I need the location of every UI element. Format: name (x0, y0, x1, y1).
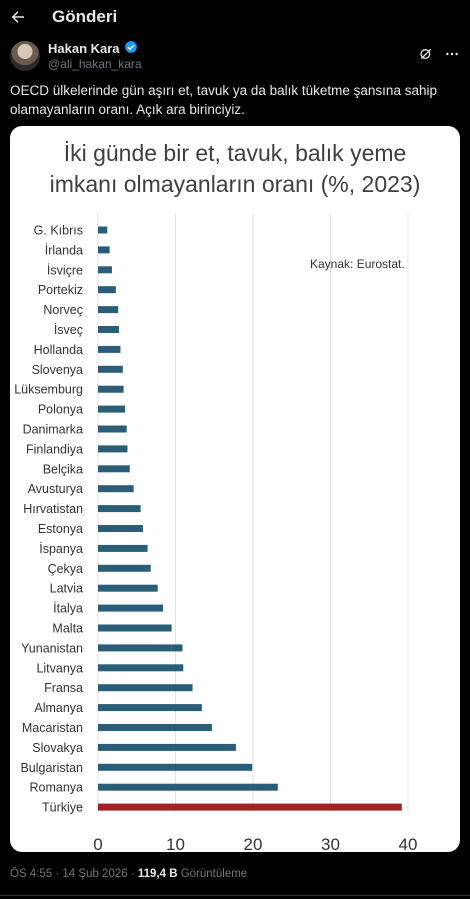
tweet-meta: ÖS 4:55 · 14 Şub 2026 · 119,4 B Görüntül… (10, 868, 247, 880)
category-label: Norveç (43, 303, 83, 317)
category-label: Hollanda (34, 343, 83, 357)
category-label: Latvia (50, 582, 83, 596)
category-label: Danimarka (23, 423, 83, 437)
bar (98, 624, 172, 632)
category-label: Çekya (48, 562, 83, 576)
category-label: İrlanda (45, 243, 83, 257)
bar (98, 445, 128, 453)
author-row: Hakan Kara @ali_hakan_kara (10, 39, 460, 73)
page-title: Gönderi (52, 7, 118, 26)
bar (98, 326, 119, 333)
x-tick-label: 20 (244, 835, 263, 852)
category-label: Litvanya (36, 661, 83, 675)
bar (98, 365, 123, 373)
category-label: Hırvatistan (23, 502, 83, 516)
category-label: Avusturya (28, 482, 83, 496)
bar (98, 246, 110, 254)
category-label: Lüksemburg (14, 383, 83, 397)
category-label: Polonya (38, 403, 83, 417)
author-name[interactable]: Hakan Kara (48, 41, 120, 56)
bar (98, 564, 151, 572)
bar (98, 286, 116, 294)
source-note: Kaynak: Eurostat. (310, 257, 405, 271)
grok-icon[interactable] (418, 46, 434, 67)
category-label: Fransa (44, 681, 83, 695)
back-arrow-icon[interactable] (8, 7, 28, 27)
category-label: Bulgaristan (20, 761, 83, 775)
bar (98, 485, 134, 493)
bar (98, 266, 112, 274)
chart-title: İki günde bir et, tavuk, balık yeme imka… (10, 138, 460, 200)
category-label: Portekiz (38, 283, 83, 297)
category-label: Yunanistan (21, 641, 83, 655)
x-tick-label: 30 (321, 835, 340, 852)
x-tick-label: 0 (93, 835, 102, 852)
bar (98, 684, 193, 692)
divider (0, 895, 470, 896)
bar (98, 584, 158, 592)
category-label: G. Kıbrıs (34, 224, 83, 238)
category-label: Belçika (43, 462, 83, 476)
bar (98, 783, 278, 791)
category-label: Türkiye (42, 801, 83, 815)
bar (98, 604, 164, 612)
category-label: Estonya (38, 522, 83, 536)
bar (98, 226, 108, 234)
bar (98, 385, 124, 393)
top-bar: Gönderi (0, 0, 470, 34)
category-label: Almanya (34, 701, 83, 715)
bar (98, 724, 212, 731)
bar (98, 704, 202, 712)
category-label: Slovakya (32, 741, 83, 755)
x-tick-label: 10 (166, 835, 185, 852)
verified-badge-icon (124, 40, 138, 57)
view-count: 119,4 B (137, 868, 178, 880)
category-label: İsviçre (47, 263, 83, 277)
category-label: Malta (52, 622, 83, 636)
chart-title-line2: imkanı olmayanların oranı (%, 2023) (49, 171, 421, 197)
bar (98, 664, 184, 672)
bar (98, 803, 402, 811)
bar (98, 405, 126, 413)
bar (98, 306, 119, 314)
bar (98, 345, 121, 353)
bar (98, 465, 130, 473)
chart-image[interactable]: İki günde bir et, tavuk, balık yeme imka… (10, 126, 460, 852)
bar-chart: 0 10 20 30 40 G. Kıbrıs İrlanda İsviçre Portekiz… (14, 214, 418, 852)
bar (98, 763, 253, 771)
tweet-text: OECD ülkelerinde gün aşırı et, tavuk ya … (10, 83, 437, 117)
bar (98, 644, 183, 652)
category-label: İspanya (39, 542, 83, 556)
bar (98, 505, 141, 513)
bar (98, 743, 236, 751)
bar (98, 425, 127, 433)
chart-title-line1: İki günde bir et, tavuk, balık yeme (63, 140, 407, 166)
bar (98, 544, 148, 552)
x-tick-label: 40 (399, 835, 418, 852)
category-label: Romanya (30, 781, 84, 795)
author-handle[interactable]: @ali_hakan_kara (48, 57, 142, 71)
view-label: Görüntüleme (177, 868, 248, 880)
avatar[interactable] (10, 41, 40, 71)
bar (98, 525, 143, 532)
more-options-icon[interactable] (444, 46, 460, 67)
category-label: İsveç (54, 323, 83, 337)
category-label: Finlandiya (26, 442, 83, 456)
category-label: Macaristan (22, 721, 83, 735)
category-label: İtalya (53, 602, 83, 616)
timestamp[interactable]: ÖS 4:55 · 14 Şub 2026 · (10, 868, 138, 880)
category-label: Slovenya (32, 363, 83, 377)
